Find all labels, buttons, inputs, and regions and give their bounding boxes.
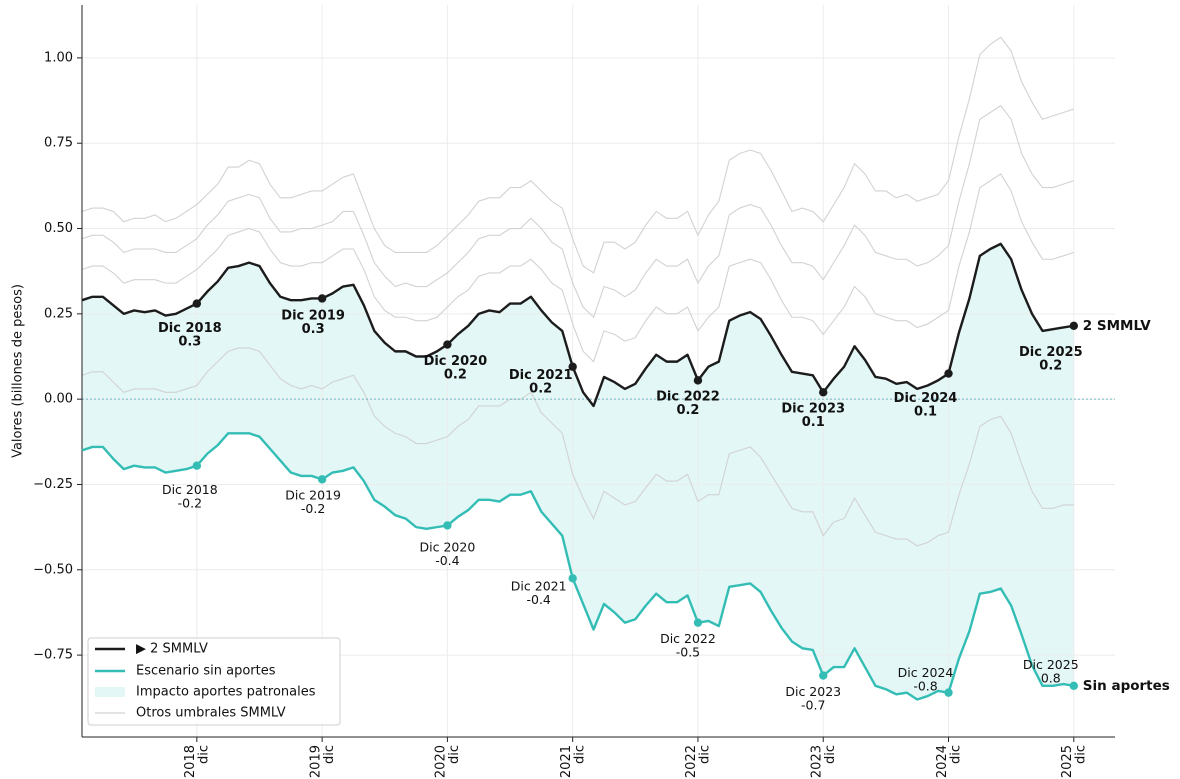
annotation: Dic 2021 -0.4 bbox=[511, 578, 567, 607]
threshold-line bbox=[81, 104, 1074, 319]
x-tick-label: 2022dic bbox=[684, 745, 713, 778]
point-marker bbox=[317, 294, 327, 303]
series-line bbox=[81, 242, 1074, 408]
legend: ▶ 2 SMMLV Escenario sin aportes Impacto ap… bbox=[87, 637, 341, 726]
plot-area: −0.75 −0.50 −0.25 0.00 0.25 0.50 0.75 1.00 2018d… bbox=[33, 5, 1170, 778]
x-tick-label: 2024dic bbox=[934, 745, 963, 778]
legend-swatch bbox=[95, 687, 125, 697]
x-tick-label: 2021dic bbox=[558, 745, 587, 778]
y-tick-label: −0.25 bbox=[33, 477, 73, 492]
annotation: Dic 2021 0.2 bbox=[509, 367, 573, 396]
legend-box bbox=[87, 637, 341, 726]
point-marker bbox=[693, 618, 703, 627]
point-marker bbox=[944, 369, 953, 378]
y-tick-label: 1.00 bbox=[44, 50, 73, 65]
end-label: 2 SMMLV bbox=[1083, 318, 1151, 334]
point-marker bbox=[192, 299, 202, 308]
x-tick-group: 2018dic bbox=[183, 745, 212, 778]
end-label: Sin aportes bbox=[1083, 678, 1170, 694]
threshold-line bbox=[81, 173, 1074, 363]
x-tick-label: 2019dic bbox=[308, 745, 337, 778]
x-tick-group: 2022dic bbox=[684, 745, 713, 778]
x-tick-group: 2025dic bbox=[1060, 745, 1089, 778]
point-marker bbox=[568, 574, 577, 583]
annotation: Dic 2018 0.3 bbox=[158, 320, 222, 349]
y-tick-label: 0.75 bbox=[44, 136, 73, 151]
annotation: Dic 2023 0.1 bbox=[781, 401, 845, 430]
point-marker bbox=[192, 461, 202, 470]
x-tick-label: 2025dic bbox=[1060, 745, 1089, 778]
x-tick-group: 2021dic bbox=[558, 745, 587, 778]
point-marker bbox=[317, 475, 327, 484]
point-marker bbox=[819, 388, 828, 397]
annotation: Dic 2025 0.2 bbox=[1019, 345, 1083, 374]
x-tick-label: 2020dic bbox=[433, 745, 462, 778]
y-tick-label: 0.50 bbox=[44, 221, 73, 236]
impact-area bbox=[82, 243, 1074, 700]
point-marker bbox=[944, 688, 953, 697]
annotation: Dic 2024 -0.8 bbox=[898, 664, 954, 693]
point-marker bbox=[443, 521, 452, 530]
annotation: Dic 2022 -0.5 bbox=[660, 630, 716, 659]
threshold-line bbox=[81, 347, 1074, 547]
series-line bbox=[81, 432, 1074, 701]
annotation: Dic 2022 0.2 bbox=[656, 389, 720, 418]
point-marker bbox=[443, 340, 452, 349]
annotation: Dic 2024 0.1 bbox=[894, 390, 958, 419]
annotation: Dic 2020 -0.4 bbox=[420, 539, 476, 568]
y-axis-label: Valores (billones de pesos) bbox=[11, 284, 26, 458]
annotation: Dic 2020 0.2 bbox=[424, 353, 488, 382]
threshold-line bbox=[81, 36, 1074, 274]
point-marker bbox=[693, 376, 703, 385]
annotation: Dic 2023 -0.7 bbox=[785, 683, 841, 712]
y-tick-label: −0.50 bbox=[33, 562, 73, 577]
annotation: Dic 2025 0.8 bbox=[1023, 657, 1079, 686]
legend-label: Otros umbrales SMMLV bbox=[136, 706, 286, 721]
annotation: Dic 2019 0.3 bbox=[281, 308, 345, 337]
legend-label: Impacto aportes patronales bbox=[136, 685, 316, 700]
legend-label: Escenario sin aportes bbox=[136, 664, 276, 679]
x-tick-group: 2020dic bbox=[433, 745, 462, 778]
x-tick-label: 2018dic bbox=[183, 745, 212, 778]
y-tick-label: −0.75 bbox=[33, 648, 73, 663]
y-tick-label: 0.00 bbox=[44, 392, 73, 407]
point-marker bbox=[1069, 681, 1079, 691]
x-tick-group: 2024dic bbox=[934, 745, 963, 778]
point-marker bbox=[1069, 321, 1079, 330]
x-tick-label: 2023dic bbox=[809, 745, 838, 778]
annotation: Dic 2018 -0.2 bbox=[162, 481, 218, 510]
x-tick-group: 2019dic bbox=[308, 745, 337, 778]
point-marker bbox=[819, 671, 828, 680]
y-tick-label: 0.25 bbox=[44, 306, 73, 321]
point-marker bbox=[568, 362, 577, 371]
x-tick-group: 2023dic bbox=[809, 745, 838, 778]
annotation: Dic 2019 -0.2 bbox=[285, 487, 341, 515]
legend-label: ▶ 2 SMMLV bbox=[136, 642, 208, 657]
